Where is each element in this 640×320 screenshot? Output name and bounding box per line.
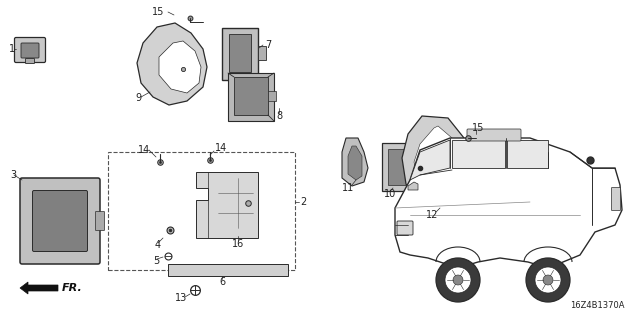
Polygon shape <box>20 282 58 294</box>
Text: 4: 4 <box>155 240 161 250</box>
Polygon shape <box>428 146 452 184</box>
FancyBboxPatch shape <box>382 143 414 191</box>
Polygon shape <box>196 172 258 238</box>
Circle shape <box>436 258 480 302</box>
Text: 10: 10 <box>384 189 396 199</box>
FancyBboxPatch shape <box>611 188 621 211</box>
Text: 6: 6 <box>219 277 225 287</box>
Text: 9: 9 <box>135 93 141 103</box>
Polygon shape <box>410 140 450 180</box>
Text: 13: 13 <box>175 293 188 303</box>
Polygon shape <box>452 140 505 168</box>
FancyBboxPatch shape <box>234 77 268 115</box>
Text: 2: 2 <box>300 197 307 207</box>
Text: 11: 11 <box>342 183 354 193</box>
Text: 16Z4B1370A: 16Z4B1370A <box>570 301 625 310</box>
FancyBboxPatch shape <box>20 178 100 264</box>
FancyBboxPatch shape <box>467 129 521 141</box>
Polygon shape <box>342 138 368 186</box>
Text: 15: 15 <box>152 7 164 17</box>
Polygon shape <box>507 140 548 168</box>
Polygon shape <box>414 126 464 202</box>
Circle shape <box>543 275 553 285</box>
Circle shape <box>535 267 561 293</box>
Circle shape <box>526 258 570 302</box>
FancyBboxPatch shape <box>222 28 258 80</box>
Text: 3: 3 <box>10 170 16 180</box>
FancyBboxPatch shape <box>388 149 408 185</box>
FancyBboxPatch shape <box>168 264 288 276</box>
FancyBboxPatch shape <box>21 43 39 58</box>
FancyBboxPatch shape <box>26 59 35 63</box>
Polygon shape <box>408 182 418 190</box>
Text: 14: 14 <box>138 145 150 155</box>
Text: 16: 16 <box>232 239 244 249</box>
FancyBboxPatch shape <box>95 212 104 230</box>
FancyBboxPatch shape <box>268 91 276 101</box>
Text: 14: 14 <box>215 143 227 153</box>
Polygon shape <box>137 23 207 105</box>
Text: 7: 7 <box>265 40 271 50</box>
Polygon shape <box>395 138 622 268</box>
FancyBboxPatch shape <box>33 190 88 252</box>
FancyBboxPatch shape <box>397 221 413 235</box>
Text: 1: 1 <box>9 44 15 54</box>
Polygon shape <box>402 116 472 212</box>
Text: 15: 15 <box>472 123 484 133</box>
FancyBboxPatch shape <box>258 46 266 60</box>
Circle shape <box>453 275 463 285</box>
Text: FR.: FR. <box>62 283 83 293</box>
FancyBboxPatch shape <box>15 37 45 62</box>
Text: 12: 12 <box>426 210 438 220</box>
Circle shape <box>445 267 471 293</box>
Text: 5: 5 <box>153 256 159 266</box>
Polygon shape <box>348 146 362 180</box>
FancyBboxPatch shape <box>229 34 251 72</box>
Text: 8: 8 <box>276 111 282 121</box>
Polygon shape <box>159 41 201 93</box>
FancyBboxPatch shape <box>228 73 274 121</box>
